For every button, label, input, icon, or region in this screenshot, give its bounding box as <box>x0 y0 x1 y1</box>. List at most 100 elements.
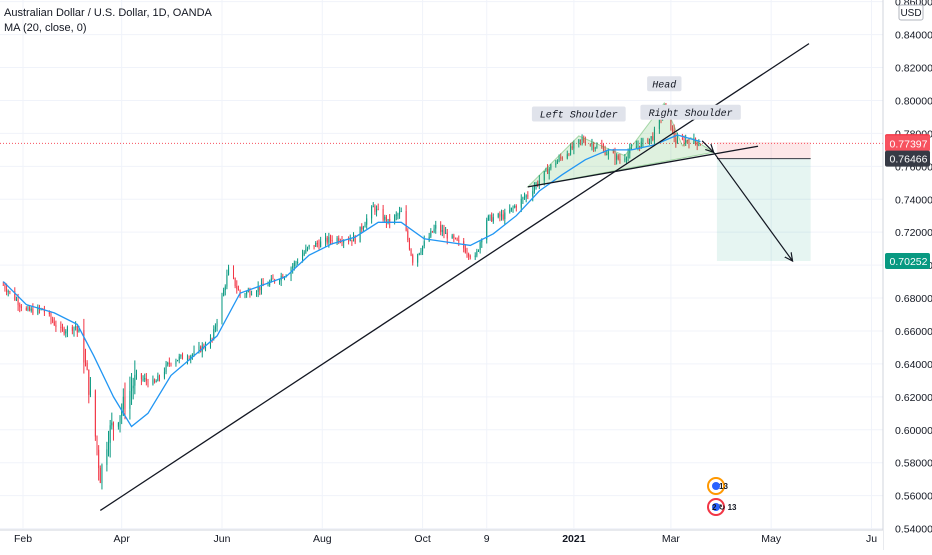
annotation-box <box>531 106 626 122</box>
candle-body <box>673 129 675 138</box>
candle-body <box>251 294 253 296</box>
price-label-text: 0.70252 <box>890 256 928 268</box>
candle-body <box>182 354 184 360</box>
candle-body <box>269 281 271 286</box>
price-label: 0.77397 <box>885 135 930 152</box>
candle-body <box>163 371 165 378</box>
candle-body <box>303 252 305 255</box>
ma-line <box>2 134 701 428</box>
candle-body <box>578 139 580 144</box>
candle-body <box>247 290 249 292</box>
candle-body <box>443 230 445 234</box>
event-badges[interactable]: 13 2 ↻ 13 <box>707 477 737 516</box>
candle-body <box>157 375 159 382</box>
candle-body <box>510 207 512 210</box>
candle-body <box>579 139 581 141</box>
candle-body <box>122 396 124 410</box>
candle-body <box>612 151 614 154</box>
candle-body <box>688 141 690 144</box>
candle-body <box>617 155 619 160</box>
candle-body <box>305 248 307 253</box>
candle-body <box>316 242 318 245</box>
candle-body <box>604 149 606 155</box>
y-tick-label: 0.74000 <box>895 194 932 206</box>
candle-body <box>525 195 527 198</box>
candle-body <box>158 375 160 378</box>
candle-body <box>147 381 149 385</box>
candle-body <box>27 307 29 310</box>
candle-body <box>348 240 350 242</box>
candle-body <box>619 159 621 161</box>
candle-body <box>683 138 685 144</box>
price-label-bg <box>885 252 930 269</box>
candle-body <box>642 139 644 142</box>
candle-body <box>336 238 338 242</box>
candle-body <box>193 351 195 355</box>
y-tick-label: 0.86000 <box>895 0 932 9</box>
candle-body <box>267 285 269 287</box>
candle-body <box>422 245 424 252</box>
candle-body <box>48 312 50 314</box>
candle-body <box>394 215 396 223</box>
y-tick-label: 0.82000 <box>895 63 932 75</box>
candle-body <box>177 360 179 362</box>
candle-body <box>397 214 399 216</box>
candle-body <box>213 328 215 339</box>
candle-body <box>538 180 540 185</box>
symbol-title[interactable]: Australian Dollar / U.S. Dollar, 1D, OAN… <box>4 7 212 19</box>
candle-body <box>501 214 503 217</box>
price-axis[interactable]: 0.860000.840000.820000.800000.780000.760… <box>882 0 932 550</box>
candle-body <box>205 347 207 349</box>
candle-body <box>377 208 379 210</box>
y-tick-label: 0.64000 <box>895 359 932 371</box>
candle-body <box>295 262 297 264</box>
candle-body <box>477 250 479 252</box>
candle-body <box>468 253 470 257</box>
candle-body <box>260 283 262 291</box>
candle-body <box>131 388 133 391</box>
y-tick-label: 0.84000 <box>895 30 932 42</box>
candle-body <box>594 147 596 149</box>
candle-body <box>170 363 172 365</box>
candle-body <box>558 157 560 161</box>
candle-body <box>101 464 103 484</box>
candle-body <box>98 449 100 469</box>
candle-body <box>244 294 246 296</box>
candle-body <box>607 151 609 154</box>
price-axis-bg <box>883 0 932 550</box>
candle-body <box>487 215 489 221</box>
indicator-label[interactable]: MA (20, close, 0) <box>4 22 87 34</box>
candle-body <box>384 216 386 220</box>
candle-body <box>142 379 144 381</box>
candle-body <box>685 140 687 144</box>
candle-body <box>497 213 499 218</box>
candle-body <box>226 275 228 287</box>
price-label-bg <box>885 150 930 167</box>
candle-body <box>320 241 322 248</box>
candle-body <box>293 262 295 267</box>
candle-body <box>99 468 101 484</box>
candle-body <box>640 141 642 148</box>
candle-body <box>509 209 511 213</box>
y-tick-label: 0.54000 <box>895 524 932 536</box>
candle-body <box>279 280 281 282</box>
candle-body <box>168 362 170 364</box>
y-tick-label: 0.68000 <box>895 293 932 305</box>
short-position[interactable] <box>0 142 883 261</box>
time-axis[interactable]: Feb Apr Jun Aug Oct 9 2021 Mar May Ju <box>0 529 883 550</box>
candle-body <box>257 287 259 292</box>
candle-body <box>440 225 442 232</box>
candle-body <box>85 362 87 364</box>
candle-body <box>326 237 328 243</box>
candle-body <box>491 214 493 222</box>
candle-body <box>627 153 629 159</box>
candle-body <box>256 291 258 295</box>
candle-body <box>234 277 236 287</box>
candle-body <box>175 361 177 364</box>
moving-average <box>2 134 701 428</box>
candle-body <box>165 364 167 372</box>
trendlines[interactable] <box>99 43 810 512</box>
x-tick-label: 2021 <box>562 533 586 545</box>
